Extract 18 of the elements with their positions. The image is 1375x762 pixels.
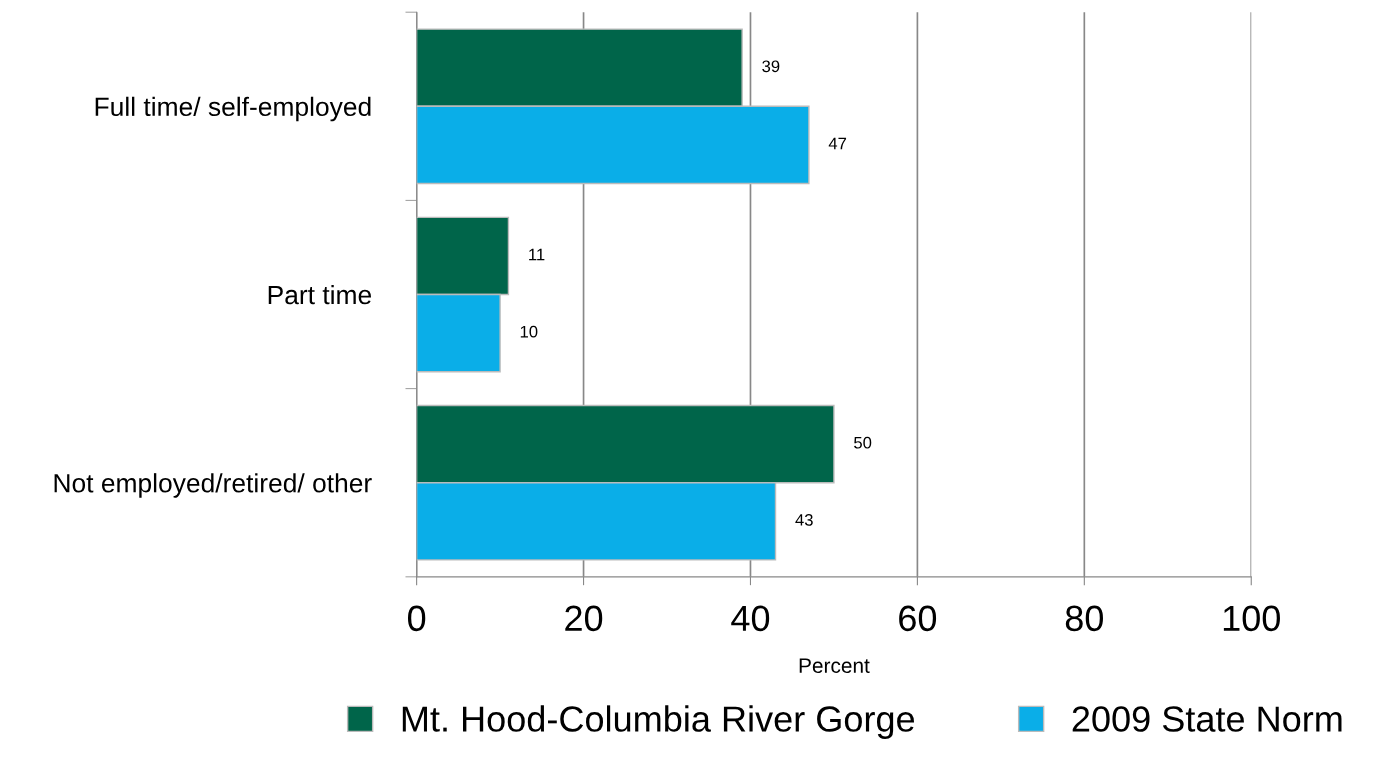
x-axis-title: Percent [799,658,870,674]
y-tick-label: Not employed/retired/ other [54,473,372,498]
legend-label: Mt. Hood-Columbia River Gorge [402,705,915,739]
y-tick-label: Part time [268,284,372,305]
x-tick-label: 60 [899,605,937,632]
x-tick-label: 0 [408,605,426,632]
data-label: 47 [828,137,847,150]
data-label: 43 [795,513,813,526]
data-label: 39 [762,60,780,73]
data-label: 50 [854,436,872,449]
data-label: 10 [520,325,538,338]
data-label: 11 [529,248,545,261]
x-tick-label: 80 [1065,605,1103,632]
legend-label: 2009 State Norm [1072,706,1342,732]
x-tick-label: 100 [1223,605,1280,632]
x-tick-label: 20 [565,605,603,632]
y-tick-label: Full time/ self-employed [95,96,371,122]
x-tick-label: 40 [731,605,770,632]
